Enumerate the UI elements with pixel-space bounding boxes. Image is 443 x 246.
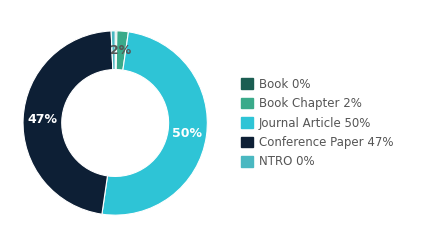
Wedge shape	[116, 31, 128, 70]
Legend: Book 0%, Book Chapter 2%, Journal Article 50%, Conference Paper 47%, NTRO 0%: Book 0%, Book Chapter 2%, Journal Articl…	[241, 77, 393, 169]
Wedge shape	[115, 31, 117, 70]
Wedge shape	[23, 31, 113, 214]
Text: 2%: 2%	[110, 44, 132, 57]
Wedge shape	[111, 31, 115, 70]
Text: 47%: 47%	[27, 113, 58, 126]
Text: 50%: 50%	[172, 127, 202, 140]
Wedge shape	[102, 32, 207, 215]
